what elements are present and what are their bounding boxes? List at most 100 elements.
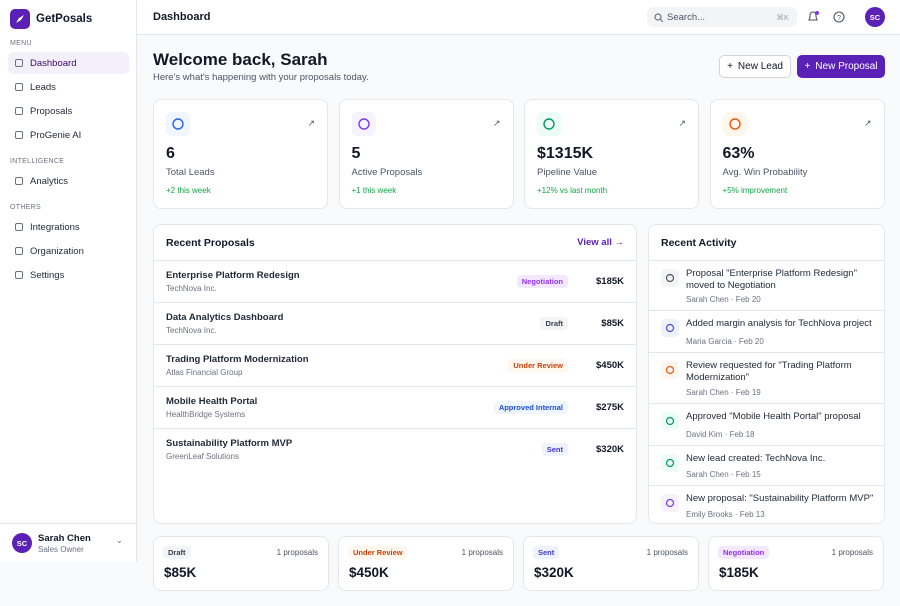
bell[interactable] xyxy=(806,10,820,24)
avatar[interactable]: SC xyxy=(865,7,885,27)
new-lead-button[interactable]: + New Lead xyxy=(719,55,791,78)
pipeline-amount: $450K xyxy=(349,565,389,580)
user-avatar: SC xyxy=(12,533,32,553)
status-badge: Negotiation xyxy=(718,546,770,559)
activity-item: New proposal: "Sustainability Platform M… xyxy=(649,485,884,525)
proposal-row[interactable]: Data Analytics Dashboard TechNova Inc. $85… xyxy=(154,302,636,344)
user-role: Sales Owner xyxy=(38,545,84,554)
proposal-name: Data Analytics Dashboard xyxy=(166,312,284,323)
activity-text: Approved "Mobile Health Portal" proposal xyxy=(686,411,861,422)
proposal-row[interactable]: Enterprise Platform Redesign TechNova Inc… xyxy=(154,260,636,302)
stat-icon xyxy=(166,112,190,136)
nav-item[interactable]: Dashboard xyxy=(8,52,129,74)
nav-item[interactable]: Organization xyxy=(8,240,129,262)
activity-text: New lead created: TechNova Inc. xyxy=(686,453,826,464)
shortcut: ⌘K xyxy=(776,13,789,22)
new-proposal-button[interactable]: + New Proposal xyxy=(797,55,885,78)
recent-activity: Recent Activity Proposal "Enterprise Pla… xyxy=(648,224,885,524)
activity-meta: Sarah Chen · Feb 15 xyxy=(686,470,761,479)
status-badge: Approved Internal xyxy=(493,401,568,414)
nav-label: ProGenie AI xyxy=(30,129,82,141)
status-badge: Negotiation xyxy=(516,275,568,288)
app-name: GetPosals xyxy=(36,13,93,25)
nav-item[interactable]: Analytics xyxy=(8,170,129,192)
activity-meta: Sarah Chen · Feb 19 xyxy=(686,388,761,397)
pipeline-amount: $320K xyxy=(534,565,574,580)
proposal-count: 1 proposals xyxy=(276,548,318,557)
nav-item[interactable]: Integrations xyxy=(8,216,129,238)
proposal-name: Mobile Health Portal xyxy=(166,396,258,407)
nav-item[interactable]: Settings xyxy=(8,264,129,286)
stat-value: $1315K xyxy=(537,145,594,162)
activity-item: Proposal "Enterprise Platform Redesign" … xyxy=(649,260,884,310)
status-badge: Sent xyxy=(533,546,560,559)
nav-label: Analytics xyxy=(30,175,69,187)
proposal-amount: $450K xyxy=(596,360,624,371)
status-badge: Under Review xyxy=(508,359,568,372)
welcome-title: Welcome back, Sarah xyxy=(153,50,328,69)
arrow: ↗ xyxy=(678,118,686,128)
status-badge: Under Review xyxy=(348,546,408,559)
proposal-row[interactable]: Trading Platform Modernization Atlas Fina… xyxy=(154,344,636,386)
activity-icon xyxy=(661,319,679,337)
proposal-row[interactable]: Mobile Health Portal HealthBridge Systems… xyxy=(154,386,636,428)
nav-label: Leads xyxy=(30,81,56,93)
activity-icon xyxy=(661,269,679,287)
proposal-client: TechNova Inc. xyxy=(166,284,217,293)
stat-label: Avg. Win Probability xyxy=(722,167,808,178)
nav-label: Dashboard xyxy=(30,57,77,69)
button-label: New Lead xyxy=(737,61,783,72)
proposal-count: 1 proposals xyxy=(646,548,688,557)
activity-item: Added margin analysis for TechNova proje… xyxy=(649,310,884,352)
stat-label: Total Leads xyxy=(166,167,215,178)
section-label: MENU xyxy=(10,40,32,47)
proposal-count: 1 proposals xyxy=(461,548,503,557)
nav-item[interactable]: ProGenie AI xyxy=(8,124,129,146)
proposal-row[interactable]: Sustainability Platform MVP GreenLeaf Sol… xyxy=(154,428,636,470)
stat-card: ↗ 6 Total Leads +2 this week xyxy=(153,99,328,209)
status-badge: Draft xyxy=(163,546,191,559)
svg-text:?: ? xyxy=(837,15,841,22)
pipeline-card: Draft 1 proposals $85K xyxy=(153,536,329,591)
nav-item[interactable]: Leads xyxy=(8,76,129,98)
search[interactable]: Search... ⌘K xyxy=(647,7,797,27)
arrow: ↗ xyxy=(863,118,872,128)
stat-value: 63% xyxy=(722,145,755,162)
stat-change: +2 this week xyxy=(166,186,211,195)
proposal-amount: $185K xyxy=(596,276,624,287)
nav-item[interactable]: Proposals xyxy=(8,100,129,122)
proposal-client: HealthBridge Systems xyxy=(166,410,246,419)
welcome-subtitle: Here's what's happening with your propos… xyxy=(153,72,369,83)
pipeline-card: Under Review 1 proposals $450K xyxy=(338,536,514,591)
header: Dashboard Search... ⌘K ? SC xyxy=(137,0,900,35)
pipeline-card: Sent 1 proposals $320K xyxy=(523,536,699,591)
activity-icon xyxy=(661,494,679,512)
page-title: Dashboard xyxy=(153,11,211,23)
logo xyxy=(10,9,30,29)
recent-proposals: Recent Proposals View all → Enterprise P… xyxy=(153,224,637,524)
status-badge: Draft xyxy=(540,317,568,330)
stat-value: 6 xyxy=(166,145,175,162)
proposal-name: Sustainability Platform MVP xyxy=(166,438,293,449)
help[interactable]: ? xyxy=(832,10,846,24)
proposal-name: Trading Platform Modernization xyxy=(166,354,309,365)
panel-title: Recent Activity xyxy=(661,237,737,249)
stat-icon xyxy=(351,112,376,136)
button-label: New Proposal xyxy=(815,61,878,72)
nav-label: Settings xyxy=(30,269,65,281)
pipeline-card: Negotiation 1 proposals $185K xyxy=(708,536,884,591)
activity-item: Review requested for "Trading Platform M… xyxy=(649,352,884,403)
user-name: Sarah Chen xyxy=(38,533,91,544)
activity-text: Added margin analysis for TechNova proje… xyxy=(686,318,872,329)
search-placeholder: Search... xyxy=(667,12,706,23)
stat-value: 5 xyxy=(351,145,361,162)
divider xyxy=(0,523,136,524)
activity-text: Review requested for "Trading Platform M… xyxy=(686,360,852,383)
activity-meta: Sarah Chen · Feb 20 xyxy=(686,295,761,304)
stat-change: +12% vs last month xyxy=(537,186,608,195)
activity-item: New lead created: TechNova Inc. Sarah Che… xyxy=(649,445,884,485)
view-all[interactable]: View all → xyxy=(577,237,624,248)
activity-icon xyxy=(661,454,679,472)
panel-title: Recent Proposals xyxy=(166,237,255,249)
